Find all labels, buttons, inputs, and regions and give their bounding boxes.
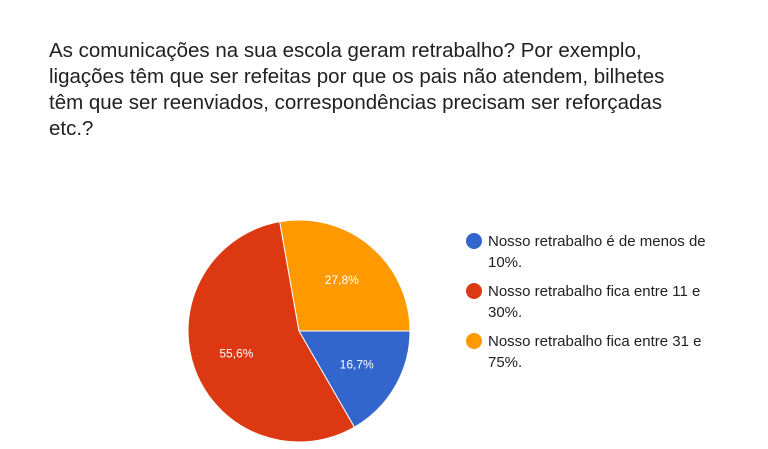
legend-label: Nosso retrabalho fica entre 11 e 30%. bbox=[488, 283, 701, 321]
pie-slice-label: 27,8% bbox=[325, 273, 359, 287]
pie-slice-label: 16,7% bbox=[340, 357, 374, 371]
legend-item-31-75[interactable]: Nosso retrabalho fica entre 31 e 75%. bbox=[466, 331, 766, 373]
pie-slice-less-10[interactable] bbox=[298, 330, 411, 428]
legend-swatch-blue bbox=[466, 233, 482, 249]
question-line: ligações têm que ser refeitas por que os… bbox=[49, 65, 665, 88]
question-line: têm que ser reenviados, correspondências… bbox=[49, 91, 663, 114]
legend-label: Nosso retrabalho fica entre 31 e 75%. bbox=[488, 333, 702, 371]
chart-legend: Nosso retrabalho é de menos de 10%. Noss… bbox=[466, 231, 766, 381]
question-line: As comunicações na sua escola geram retr… bbox=[49, 39, 642, 62]
legend-swatch-red bbox=[466, 283, 482, 299]
question-title: As comunicações na sua escola geram retr… bbox=[49, 38, 749, 142]
legend-label: Nosso retrabalho é de menos de 10%. bbox=[488, 233, 706, 271]
pie-slice-label: 55,6% bbox=[219, 347, 253, 361]
legend-item-less-10[interactable]: Nosso retrabalho é de menos de 10%. bbox=[466, 231, 766, 273]
question-line: etc.? bbox=[49, 117, 94, 140]
pie-slice-11-30[interactable] bbox=[187, 221, 356, 443]
legend-swatch-orange bbox=[466, 333, 482, 349]
legend-item-11-30[interactable]: Nosso retrabalho fica entre 11 e 30%. bbox=[466, 281, 766, 323]
pie-slice-31-75[interactable] bbox=[279, 219, 411, 332]
